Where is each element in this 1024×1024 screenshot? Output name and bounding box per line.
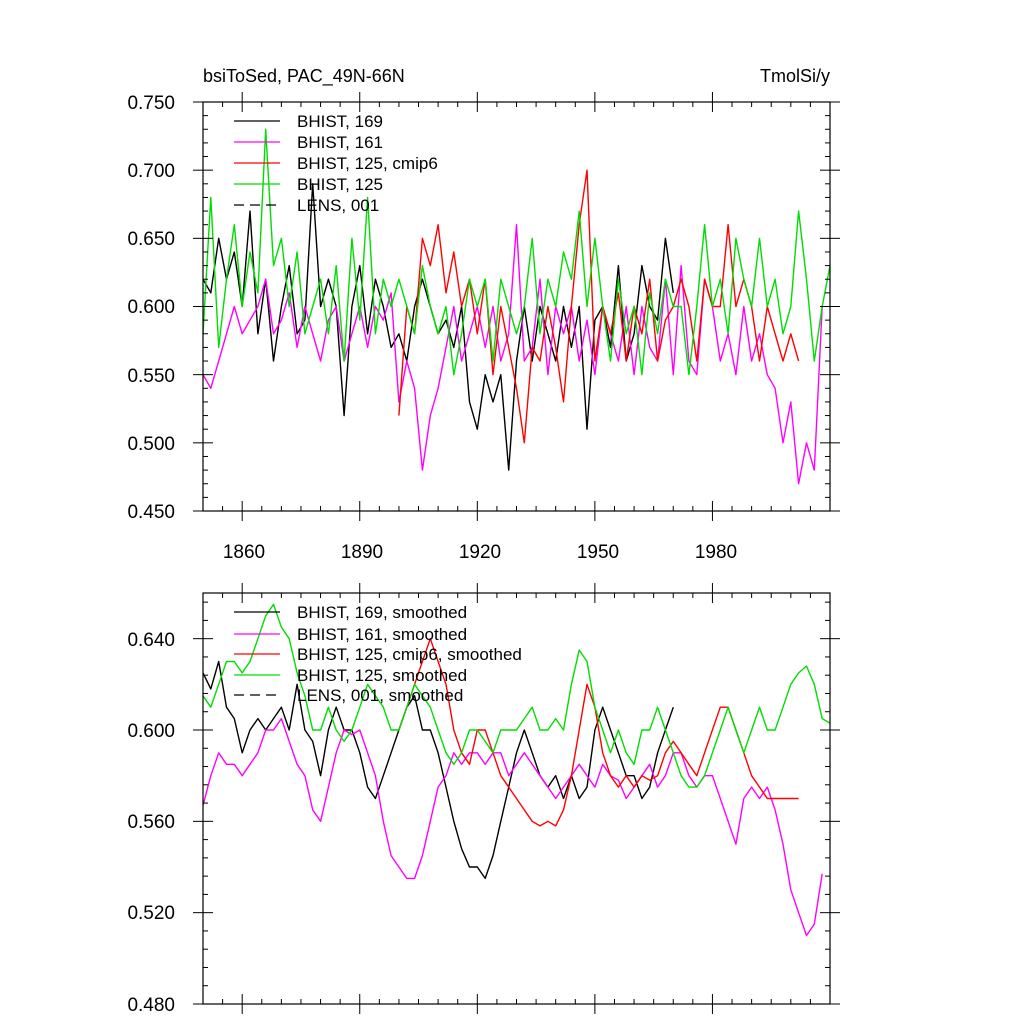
top-y-tick-label: 0.600 [127, 297, 175, 318]
top-y-tick-label: 0.650 [127, 229, 175, 250]
top-y-tick-label: 0.550 [127, 366, 175, 387]
bottom-legend: BHIST, 169, smoothed BHIST, 161, smoothe… [234, 603, 522, 705]
top-legend-label: BHIST, 169 [297, 112, 383, 131]
top-x-tick-label: 1890 [341, 542, 383, 563]
bottom-y-tick-label: 0.480 [127, 995, 175, 1016]
top-series-line-1 [202, 223, 823, 485]
top-y-tick-label: 0.750 [127, 93, 175, 114]
top-legend: BHIST, 169 BHIST, 161 BHIST, 125, cmip6 … [234, 112, 438, 215]
top-series-line-3 [202, 128, 831, 376]
bottom-chart: 0.640 0.600 0.560 0.520 0.480 BHIST, 169… [127, 583, 840, 1016]
top-x-tick-label: 1860 [223, 542, 265, 563]
bottom-series-line-3 [202, 603, 831, 788]
top-legend-label: BHIST, 125 [297, 175, 383, 194]
bottom-y-tick-label: 0.520 [127, 903, 175, 924]
top-series-line-2 [398, 169, 800, 444]
top-x-tick-labels: 1860 1890 1920 1950 1980 [223, 542, 737, 563]
bottom-legend-label: BHIST, 125, smoothed [297, 666, 467, 685]
bottom-legend-label: BHIST, 125, cmip6, smoothed [297, 645, 522, 664]
top-legend-label: LENS, 001 [297, 196, 379, 215]
bottom-y-tick-labels: 0.640 0.600 0.560 0.520 0.480 [127, 630, 175, 1016]
bottom-y-tick-label: 0.600 [127, 721, 175, 742]
bottom-y-tick-label: 0.560 [127, 812, 175, 833]
bottom-legend-label: BHIST, 169, smoothed [297, 603, 467, 622]
top-chart-units: TmolSi/y [760, 66, 830, 86]
top-x-tick-label: 1950 [577, 542, 619, 563]
top-legend-label: BHIST, 161 [297, 133, 383, 152]
bottom-legend-label: LENS, 001, smoothed [297, 686, 463, 705]
top-x-tick-label: 1980 [695, 542, 737, 563]
top-chart: bsiToSed, PAC_49N-66N TmolSi/y 0.750 0.7… [127, 66, 840, 563]
top-y-tick-label: 0.450 [127, 502, 175, 523]
bottom-series-line-1 [202, 717, 823, 937]
bottom-axis-ticks [193, 583, 840, 1014]
bottom-series-group [202, 603, 831, 937]
bottom-legend-label: BHIST, 161, smoothed [297, 625, 467, 644]
top-axis-ticks [193, 92, 840, 521]
bottom-y-tick-label: 0.640 [127, 630, 175, 651]
bottom-series-line-0 [202, 660, 674, 880]
top-x-tick-label: 1920 [459, 542, 501, 563]
top-series-group [202, 128, 831, 485]
top-y-tick-label: 0.500 [127, 434, 175, 455]
top-legend-label: BHIST, 125, cmip6 [297, 154, 438, 173]
top-y-tick-labels: 0.750 0.700 0.650 0.600 0.550 0.500 0.45… [127, 93, 175, 523]
top-y-tick-label: 0.700 [127, 161, 175, 182]
top-chart-title: bsiToSed, PAC_49N-66N [203, 66, 405, 87]
